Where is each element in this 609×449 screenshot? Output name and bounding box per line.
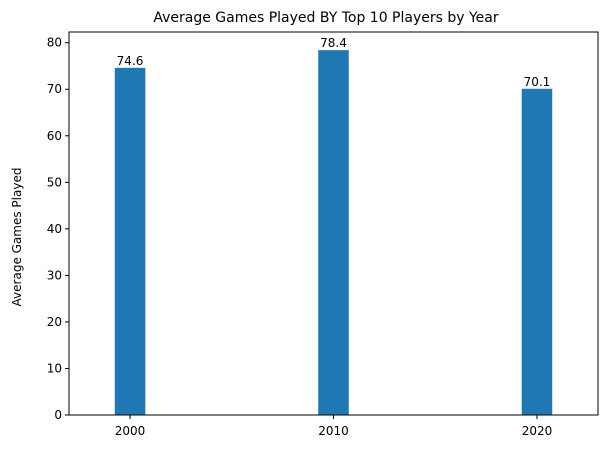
x-tick-label-2020: 2020 — [522, 424, 553, 438]
bar-value-label-2020: 70.1 — [524, 75, 551, 89]
y-tick-label-10: 10 — [47, 361, 62, 375]
chart-title: Average Games Played BY Top 10 Players b… — [153, 10, 499, 26]
y-tick-label-40: 40 — [47, 222, 62, 236]
bar-value-label-2000: 74.6 — [117, 54, 144, 68]
y-tick-label-0: 0 — [54, 408, 62, 422]
y-tick-label-50: 50 — [47, 175, 62, 189]
y-tick-label-60: 60 — [47, 129, 62, 143]
bar-labels-group: 74.6 78.4 70.1 — [117, 36, 551, 89]
bar-2010 — [318, 50, 349, 416]
y-tick-label-30: 30 — [47, 268, 62, 282]
y-axis-label: Average Games Played — [10, 168, 24, 307]
bars-group — [114, 50, 553, 416]
y-tick-label-20: 20 — [47, 315, 62, 329]
bar-2000 — [114, 67, 146, 416]
plot-frame — [68, 31, 599, 416]
bar-value-label-2010: 78.4 — [320, 36, 347, 50]
x-axis: 2000 2010 2020 — [115, 415, 552, 438]
x-tick-label-2010: 2010 — [318, 424, 349, 438]
y-tick-label-70: 70 — [47, 82, 62, 96]
x-tick-label-2000: 2000 — [115, 424, 146, 438]
y-tick-label-80: 80 — [47, 36, 62, 50]
y-axis: 0 10 20 30 40 50 60 70 80 — [47, 36, 69, 422]
bar-2020 — [521, 88, 553, 416]
